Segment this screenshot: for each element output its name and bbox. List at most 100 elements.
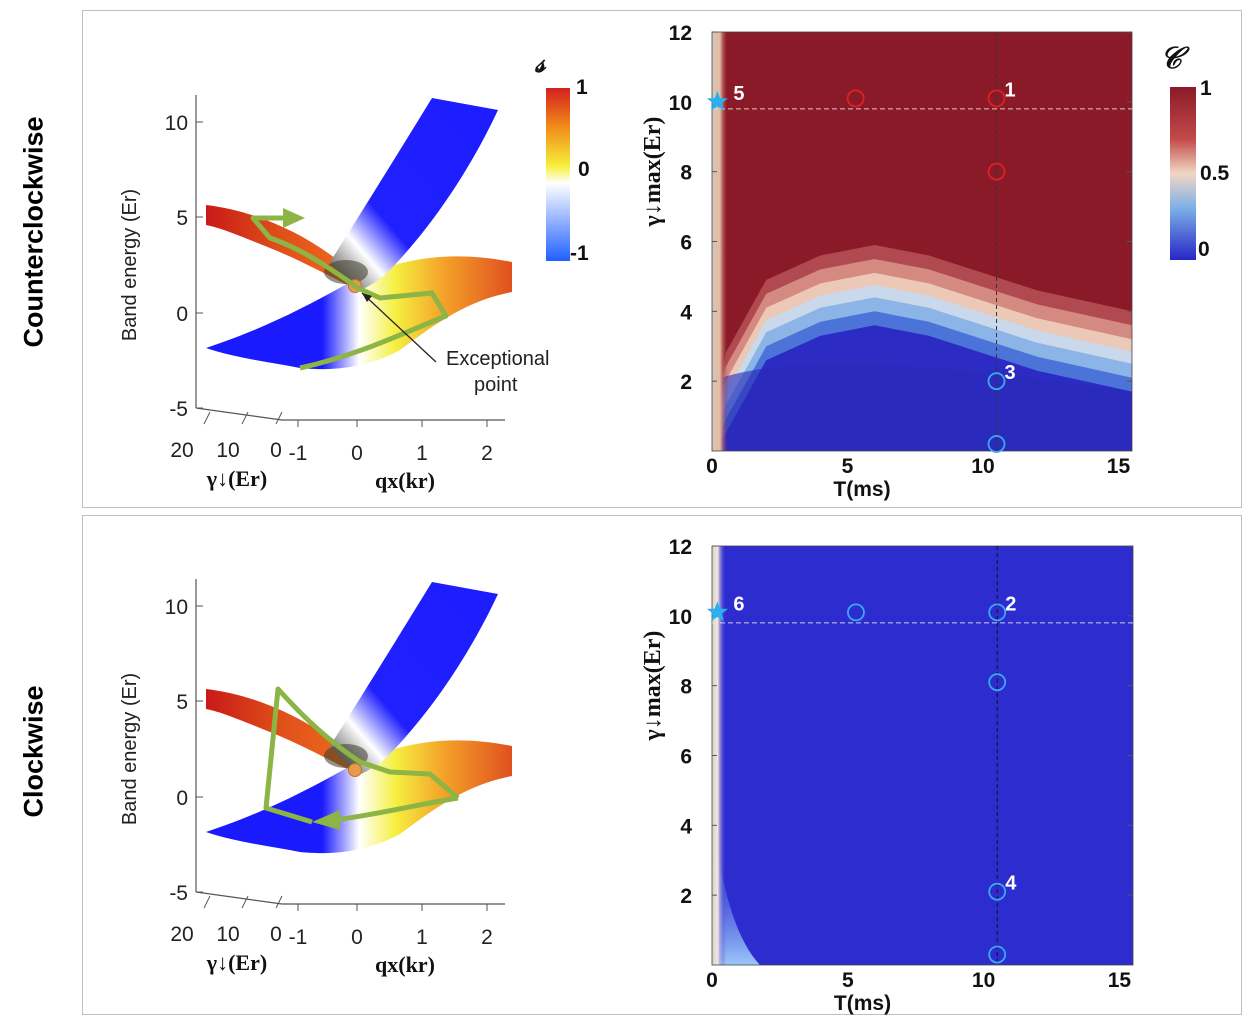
circle-marker	[988, 945, 1007, 964]
gamma-tick	[203, 895, 211, 909]
circle-marker	[846, 89, 865, 108]
band-plot-counterclockwise: 10 5 0 -5 Band energy (Er) 20 10 0 -1 0 1 2 γ↓(Er) qx…	[119, 95, 549, 493]
q-tick-label: 1	[416, 442, 428, 465]
x-tick-label: 0	[706, 455, 718, 478]
ep-shadow	[324, 260, 368, 284]
circle-marker	[987, 372, 1006, 391]
gamma-tick	[275, 895, 283, 909]
y-tick-label: 8	[680, 676, 692, 699]
heat-left-edge	[712, 546, 726, 965]
circle-marker	[988, 882, 1007, 901]
circle-marker	[987, 162, 1006, 181]
gamma-tick	[203, 411, 211, 425]
heatmap-counterclockwise: 2 4 6 8 10 12 0 5 10 15 T(ms) γ↓max(Er) 1 3 5	[640, 22, 1133, 501]
x-tick-label: 15	[1108, 969, 1132, 992]
y-tick-label: 2	[680, 885, 692, 908]
y-tick-label: 12	[669, 22, 692, 45]
circle-marker	[988, 603, 1007, 622]
marker-label: 5	[733, 83, 744, 105]
gamma-tick-label: 0	[270, 923, 282, 946]
star-marker	[707, 601, 728, 622]
y-axis-label: γ↓max(Er)	[640, 117, 666, 228]
gamma-tick-label: 10	[216, 923, 239, 946]
q-axis-label: qx(kr)	[375, 468, 435, 493]
ep-label-line1: Exceptional	[446, 348, 549, 370]
gamma-axis-label: γ↓(Er)	[206, 466, 267, 491]
lower-band-sheet	[206, 256, 512, 370]
gamma-tick	[241, 411, 249, 425]
band-plot-clockwise: 10 5 0 -5 Band energy (Er) 20 10 0 -1 0 1 2 γ↓(Er) qx…	[119, 579, 512, 977]
marker-label: 3	[1005, 362, 1016, 384]
s-colorbar-tick-bottom: -1	[570, 242, 589, 265]
q-tick-label: -1	[289, 926, 308, 949]
heat-low-region	[712, 364, 1132, 451]
lower-band-sheet	[206, 740, 512, 854]
heat-left-edge	[712, 32, 728, 451]
y-tick-label: 10	[669, 606, 692, 629]
gamma-tick-label: 20	[170, 439, 193, 462]
heatmap-clockwise: 2 4 6 8 10 12 0 5 10 15 T(ms) γ↓max(Er) 2 4 6	[640, 536, 1134, 1015]
q-tick-label: 2	[481, 442, 493, 465]
z-tick-label: -5	[169, 398, 188, 421]
heatmap-field	[712, 546, 1133, 965]
circle-marker	[987, 89, 1006, 108]
x-tick-label: 10	[972, 969, 995, 992]
steep-band-sheet	[330, 582, 498, 776]
q-tick-label: -1	[289, 442, 308, 465]
y-tick-label: 10	[669, 92, 692, 115]
z-tick-label: -5	[169, 882, 188, 905]
q-tick-label: 2	[481, 926, 493, 949]
z-tick-label: 5	[176, 207, 188, 230]
y-tick-label: 4	[680, 301, 692, 324]
x-axis-label: T(ms)	[834, 992, 891, 1015]
y-tick-label: 8	[680, 162, 692, 185]
marker-label: 6	[733, 593, 744, 615]
loop-path	[250, 215, 449, 371]
x-tick-label: 15	[1107, 455, 1131, 478]
heat-low-region	[712, 546, 1133, 965]
gamma-tick-label: 0	[270, 439, 282, 462]
x-tick-label: 5	[842, 455, 854, 478]
z-tick-label: 10	[165, 112, 188, 135]
y-tick-label: 2	[680, 371, 692, 394]
x-tick-label: 0	[706, 969, 718, 992]
gamma-axis-label: γ↓(Er)	[206, 950, 267, 975]
circle-marker	[988, 673, 1007, 692]
s-colorbar-tick-top: 1	[576, 76, 588, 99]
circle-marker	[987, 435, 1006, 453]
loop-arrow-head	[312, 810, 340, 830]
c-colorbar-tick-bottom: 0	[1198, 238, 1210, 261]
q-tick-label: 0	[351, 442, 363, 465]
c-colorbar-tick-mid: 0.5	[1200, 162, 1230, 185]
panel-counterclockwise	[82, 10, 1242, 508]
x-tick-label: 10	[971, 455, 994, 478]
gamma-tick-label: 10	[216, 439, 239, 462]
y-tick-label: 6	[680, 746, 692, 769]
upper-band-sheet	[206, 205, 358, 290]
heatmap-field	[712, 32, 1132, 451]
y-tick-label: 6	[680, 232, 692, 255]
gamma-tick-label: 20	[170, 923, 193, 946]
gamma-axis-line	[195, 407, 283, 421]
z-axis-label: Band energy (Er)	[119, 189, 141, 341]
upper-band-sheet	[206, 689, 358, 774]
s-colorbar-tick-mid: 0	[578, 158, 590, 181]
steep-band-sheet	[330, 98, 498, 292]
z-tick-label: 0	[176, 303, 188, 326]
gamma-tick	[275, 411, 283, 425]
loop-arrow-head	[283, 208, 305, 228]
c-colorbar-symbol: 𝒞	[1160, 42, 1190, 75]
ep-label-line2: point	[474, 374, 518, 396]
star-marker	[707, 90, 728, 111]
z-axis-label: Band energy (Er)	[119, 673, 141, 825]
x-tick-label: 5	[842, 969, 854, 992]
c-colorbar	[1170, 87, 1196, 260]
panel-clockwise	[82, 515, 1242, 1015]
y-tick-label: 12	[669, 536, 692, 559]
z-tick-label: 5	[176, 691, 188, 714]
gamma-axis-line	[195, 891, 283, 905]
gamma-tick	[241, 895, 249, 909]
loop-path	[263, 686, 460, 825]
loop-path-lower	[334, 795, 459, 823]
